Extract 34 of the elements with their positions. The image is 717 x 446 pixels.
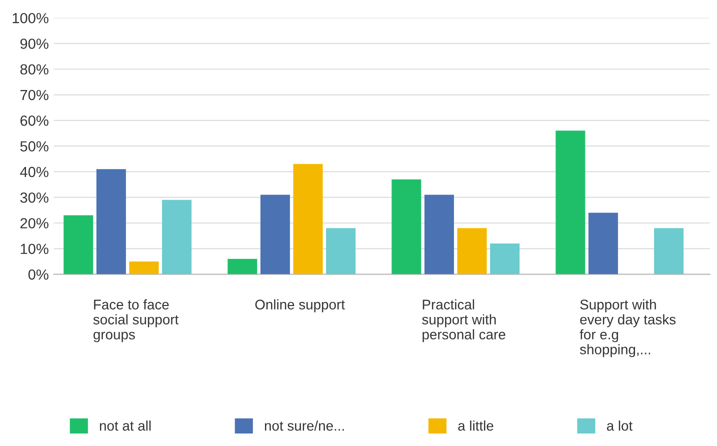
y-tick-label: 20%	[20, 218, 48, 228]
bar	[96, 169, 126, 274]
y-tick-label: 90%	[20, 38, 48, 49]
y-tick-label: 40%	[20, 166, 48, 178]
y-tick-label: 30%	[20, 192, 48, 203]
bar	[556, 130, 586, 274]
legend-label: not at all	[100, 420, 151, 431]
x-tick-label: Support with every day tasks for e.g shopping,...	[580, 299, 676, 358]
bar	[293, 164, 323, 274]
y-tick-label: 0%	[28, 269, 48, 280]
bar	[588, 212, 618, 274]
y-tick-label: 50%	[20, 141, 48, 152]
x-tick-label: Online support	[255, 299, 345, 312]
y-tick-label: 70%	[20, 90, 48, 100]
y-tick-label: 60%	[20, 116, 48, 126]
bar	[490, 244, 520, 274]
bar	[129, 261, 159, 274]
bar	[326, 228, 356, 274]
legend-label: a lot	[606, 420, 633, 431]
legend-label: not sure/ne...	[264, 420, 344, 431]
legend-label: a little	[458, 420, 494, 431]
y-tick-label: 10%	[20, 244, 48, 254]
bar	[260, 194, 290, 274]
x-tick-label: Face to face social support groups	[93, 299, 179, 342]
bar	[162, 200, 192, 274]
bar	[64, 215, 94, 274]
bar	[457, 228, 487, 274]
x-tick-label: Practical support with personal care	[422, 299, 506, 342]
y-tick-label: 80%	[20, 64, 48, 75]
bar	[424, 194, 454, 274]
y-tick-label: 100%	[12, 12, 48, 24]
bar	[228, 258, 258, 274]
bar	[654, 228, 684, 274]
bar	[392, 179, 422, 274]
